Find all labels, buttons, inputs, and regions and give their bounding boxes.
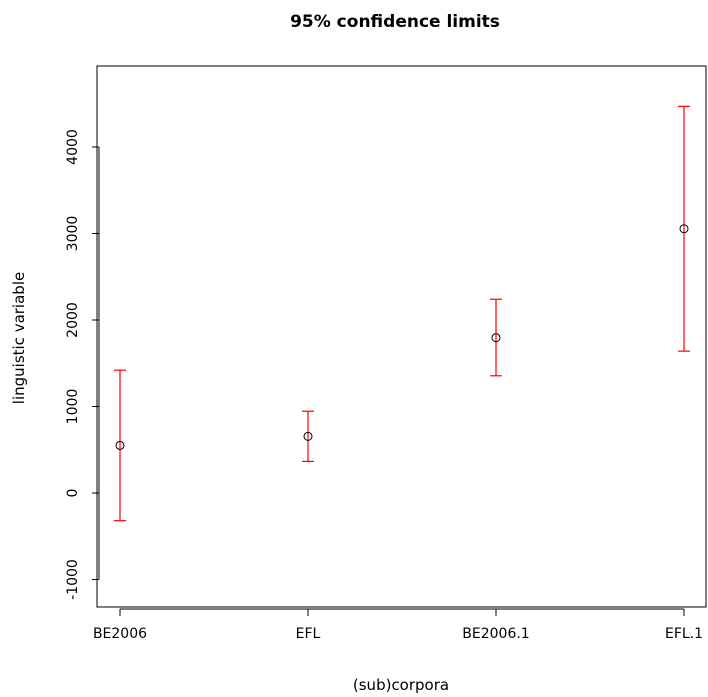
mean-point (491, 333, 501, 343)
error-bar (302, 410, 314, 463)
y-tick-label: 1000 (65, 389, 81, 425)
y-tick-label: 2000 (65, 302, 81, 338)
x-axis: BE2006 EFL BE2006.1 EFL.1 (93, 608, 703, 642)
error-bar (678, 105, 690, 352)
x-tick-label: EFL (296, 626, 321, 642)
data-marks (114, 105, 690, 522)
y-axis: -1000 0 1000 2000 3000 4000 (65, 129, 100, 600)
y-axis-label: linguistic variable (10, 272, 28, 404)
mean-point (679, 224, 689, 234)
x-axis-label: (sub)corpora (353, 676, 449, 694)
y-tick-label: 4000 (65, 129, 81, 165)
plot-frame (96, 65, 707, 608)
x-tick-label: BE2006 (93, 626, 147, 642)
x-tick-label: EFL.1 (665, 626, 703, 642)
mean-point (115, 440, 125, 450)
mean-point (303, 431, 313, 441)
error-bar (490, 298, 502, 377)
x-tick-label: BE2006.1 (462, 626, 529, 642)
y-tick-label: 3000 (65, 216, 81, 252)
chart-title: 95% confidence limits (290, 12, 500, 32)
error-bar (114, 369, 126, 522)
y-tick-label: -1000 (65, 559, 81, 600)
y-tick-label: 0 (65, 489, 81, 498)
